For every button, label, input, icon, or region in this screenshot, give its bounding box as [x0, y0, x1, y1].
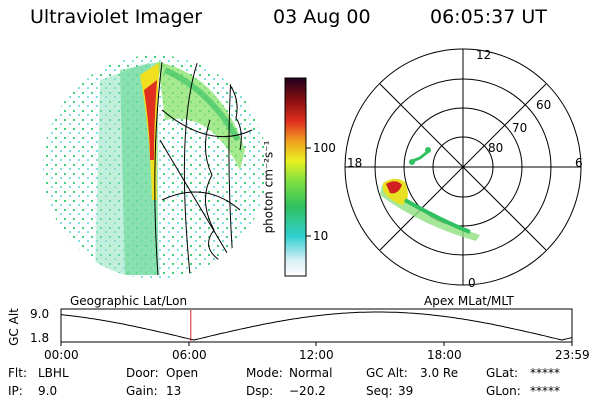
- gcalt-value: 3.0 Re: [420, 366, 459, 380]
- glat-label: GLat:: [486, 366, 519, 380]
- flt-label: Flt:: [8, 366, 27, 380]
- polar-plot: [344, 48, 582, 286]
- mlt-label-0: 0: [468, 276, 476, 290]
- colorbar-tick-100: 100: [313, 141, 336, 155]
- gain-label: Gain:: [126, 384, 158, 398]
- auroral-oval: [380, 147, 480, 241]
- timeline-xtick-0000: 00:00: [44, 348, 79, 362]
- timeline-xtick-2359: 23:59: [555, 348, 590, 362]
- uv-image-geographic: [43, 55, 267, 279]
- seq-value: 39: [398, 384, 414, 398]
- colorbar-label: photon cm⁻²s⁻¹: [261, 140, 276, 234]
- timeline-ytick-bottom: 1.8: [30, 331, 50, 345]
- right-caption: Apex MLat/MLT: [424, 294, 514, 308]
- title: Ultraviolet Imager: [30, 6, 203, 28]
- gcalt-label: GC Alt:: [366, 366, 408, 380]
- ip-label: IP:: [8, 384, 23, 398]
- dsp-label: Dsp:: [246, 384, 274, 398]
- ip-value: 9.0: [38, 384, 58, 398]
- time: 06:05:37 UT: [430, 6, 547, 28]
- seq-label: Seq:: [366, 384, 393, 398]
- mlt-label-6: 6: [575, 156, 583, 170]
- flt-value: LBHL: [38, 366, 69, 380]
- dsp-value: −20.2: [289, 384, 326, 398]
- glon-label: GLon:: [486, 384, 521, 398]
- colorbar: [284, 77, 307, 277]
- door-label: Door:: [126, 366, 159, 380]
- glon-value: *****: [530, 384, 560, 398]
- altitude-curve: [60, 311, 573, 341]
- altitude-timeline: [60, 308, 573, 346]
- colorbar-tick-10: 10: [313, 229, 329, 243]
- timeline-xtick-1800: 18:00: [427, 348, 462, 362]
- lat-label-80: 80: [488, 141, 504, 155]
- door-value: Open: [166, 366, 199, 380]
- mode-label: Mode:: [246, 366, 283, 380]
- mode-value: Normal: [289, 366, 333, 380]
- left-caption: Geographic Lat/Lon: [70, 294, 188, 308]
- timeline-ylabel: GC Alt: [7, 308, 21, 346]
- date: 03 Aug 00: [273, 6, 371, 28]
- lat-label-70: 70: [512, 121, 528, 135]
- lat-label-60: 60: [536, 98, 552, 112]
- timeline-xtick-1200: 12:00: [299, 348, 334, 362]
- glat-value: *****: [530, 366, 560, 380]
- timeline-ytick-top: 9.0: [30, 307, 50, 321]
- mlt-label-12: 12: [476, 48, 492, 62]
- mlt-label-18: 18: [347, 156, 363, 170]
- timeline-xtick-0600: 06:00: [172, 348, 207, 362]
- gain-value: 13: [166, 384, 182, 398]
